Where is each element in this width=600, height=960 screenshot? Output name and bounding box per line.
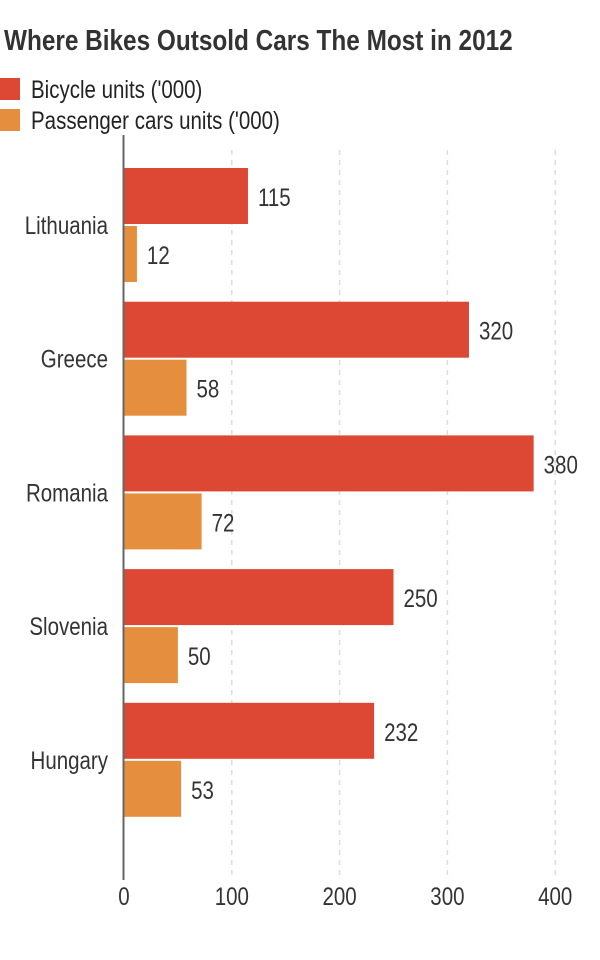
value-label-lithuania-bicycle: 115 xyxy=(258,183,291,211)
value-label-hungary-bicycle: 232 xyxy=(384,718,418,746)
legend-label-0: Bicycle units ('000) xyxy=(31,75,202,103)
chart-title: Where Bikes Outsold Cars The Most in 201… xyxy=(4,24,513,56)
bar-lithuania-cars xyxy=(124,226,137,282)
value-label-greece-cars: 58 xyxy=(197,375,220,403)
bar-romania-bicycle xyxy=(124,435,534,492)
category-label-greece: Greece xyxy=(41,345,108,373)
legend-swatch-1 xyxy=(0,109,20,131)
bar-romania-cars xyxy=(124,493,202,550)
legend-swatch-0 xyxy=(0,78,20,100)
bar-hungary-cars xyxy=(124,760,182,817)
legend: Bicycle units ('000) Passenger cars units… xyxy=(0,75,280,134)
legend-label-1: Passenger cars units ('000) xyxy=(31,106,280,134)
bar-slovenia-bicycle xyxy=(124,569,394,626)
value-label-slovenia-bicycle: 250 xyxy=(404,584,438,612)
value-label-slovenia-cars: 50 xyxy=(188,642,211,670)
category-label-romania: Romania xyxy=(26,478,108,506)
x-tick-label-200: 200 xyxy=(322,882,356,910)
value-label-romania-bicycle: 380 xyxy=(544,450,578,478)
x-tick-label-0: 0 xyxy=(118,882,129,910)
bar-hungary-bicycle xyxy=(124,702,375,759)
category-label-hungary: Hungary xyxy=(31,746,109,774)
bar-greece-cars xyxy=(124,359,187,416)
bar-lithuania-bicycle xyxy=(124,168,248,224)
bars: Lithuania 115 12 Greece 320 58 Romania 380 72 Slo… xyxy=(25,168,578,817)
x-axis-ticks: 0 100 200 300 400 xyxy=(118,882,572,910)
x-tick-label-300: 300 xyxy=(430,882,464,910)
value-label-greece-bicycle: 320 xyxy=(479,317,513,345)
value-label-romania-cars: 72 xyxy=(212,508,235,536)
category-label-lithuania: Lithuania xyxy=(25,211,108,239)
x-tick-label-100: 100 xyxy=(215,882,249,910)
category-label-slovenia: Slovenia xyxy=(29,612,108,640)
grid-lines xyxy=(231,150,556,880)
value-label-hungary-cars: 53 xyxy=(191,776,214,804)
value-label-lithuania-cars: 12 xyxy=(147,241,170,269)
bar-slovenia-cars xyxy=(124,627,178,684)
bar-greece-bicycle xyxy=(124,301,469,358)
x-tick-label-400: 400 xyxy=(538,882,572,910)
